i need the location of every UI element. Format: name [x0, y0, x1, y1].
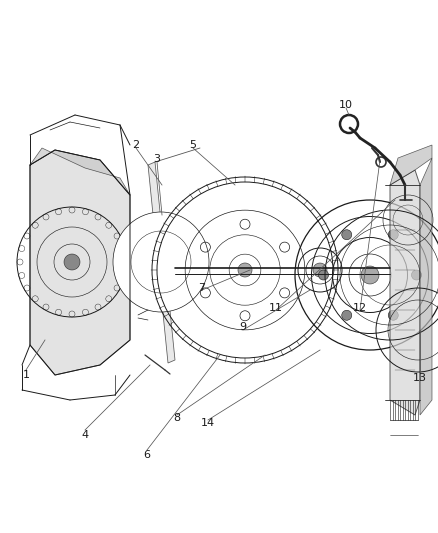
Text: 1: 1 [22, 370, 29, 380]
Polygon shape [30, 148, 130, 195]
Circle shape [361, 266, 379, 284]
Circle shape [388, 230, 398, 240]
Circle shape [411, 270, 421, 280]
Circle shape [342, 310, 352, 320]
Text: 12: 12 [353, 303, 367, 313]
Circle shape [342, 230, 352, 240]
Text: 4: 4 [81, 430, 88, 440]
Text: 10: 10 [339, 100, 353, 110]
Circle shape [313, 263, 327, 277]
Text: 14: 14 [201, 418, 215, 428]
Text: 2: 2 [132, 140, 140, 150]
Text: 8: 8 [173, 413, 180, 423]
Text: 7: 7 [198, 283, 205, 293]
Polygon shape [390, 145, 432, 185]
Ellipse shape [113, 212, 209, 312]
Text: 9: 9 [240, 322, 247, 332]
Circle shape [318, 270, 328, 280]
Text: 13: 13 [413, 373, 427, 383]
Text: 5: 5 [190, 140, 197, 150]
Circle shape [64, 254, 80, 270]
Text: 3: 3 [153, 154, 160, 164]
Text: 6: 6 [144, 450, 151, 460]
Polygon shape [148, 162, 175, 363]
Polygon shape [30, 150, 130, 375]
Text: 11: 11 [269, 303, 283, 313]
Circle shape [238, 263, 252, 277]
Polygon shape [420, 158, 432, 415]
Polygon shape [390, 170, 420, 415]
Circle shape [388, 310, 398, 320]
